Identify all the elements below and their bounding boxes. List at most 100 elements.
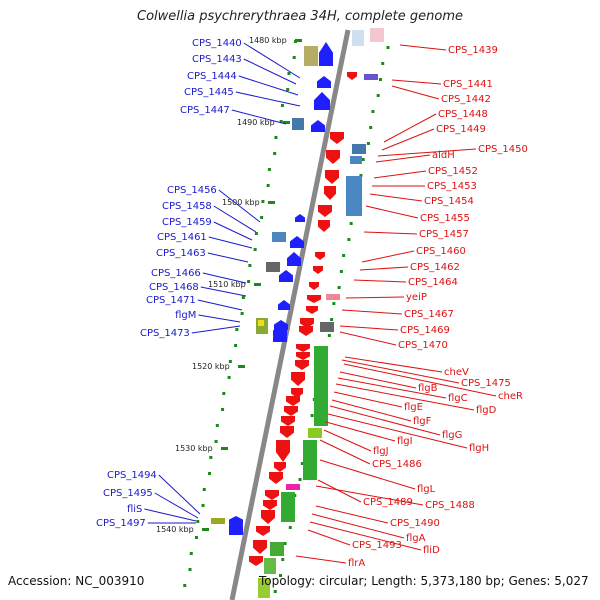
minus-strand-gene-arrow <box>263 500 277 510</box>
minor-tick-left <box>274 136 278 139</box>
minor-tick-left <box>214 440 218 443</box>
minus-strand-gene-arrow <box>299 326 313 336</box>
left-gene-label: flgM <box>175 310 196 321</box>
right-gene-label: flgL <box>417 484 436 495</box>
minor-tick-left <box>240 312 244 315</box>
plus-strand-gene-arrow <box>279 270 293 282</box>
minor-tick-left <box>280 104 284 107</box>
left-label-leader <box>158 474 201 515</box>
right-gene-label: CPS_1490 <box>390 518 440 529</box>
minus-strand-gene-arrow <box>284 406 298 416</box>
right-label-leader <box>309 521 422 551</box>
minor-tick-left <box>292 56 296 59</box>
right-label-leader <box>375 154 431 163</box>
right-label-leader <box>335 383 475 411</box>
minor-tick-right <box>283 542 287 545</box>
minor-tick-right <box>298 478 302 481</box>
minor-tick-left <box>286 88 290 91</box>
minus-strand-gene-arrow <box>295 360 309 370</box>
gene-block <box>350 156 362 164</box>
minor-tick-left <box>202 488 206 491</box>
right-gene-label: CPS_1455 <box>420 213 470 224</box>
minor-tick-right <box>337 286 341 289</box>
left-gene-label: CPS_1459 <box>162 217 212 228</box>
minor-tick-right <box>327 334 331 337</box>
gene-block <box>270 542 284 556</box>
right-gene-label: CPS_1454 <box>424 196 474 207</box>
right-gene-label: CPS_1489 <box>363 497 413 508</box>
left-label-leader <box>231 109 287 125</box>
kbp-tick-label: 1540 kbp <box>156 525 194 534</box>
right-gene-label: flgJ <box>373 446 389 457</box>
right-gene-label: CPS_1469 <box>400 325 450 336</box>
minor-tick-left <box>261 200 265 203</box>
minus-strand-gene-arrow <box>291 388 303 398</box>
left-gene-label: CPS_1440 <box>192 38 242 49</box>
right-label-leader <box>339 325 399 331</box>
left-gene-label: fliS <box>127 504 142 515</box>
minor-tick-right <box>361 158 365 161</box>
minor-tick-left <box>196 520 200 523</box>
minor-tick-left <box>201 504 205 507</box>
right-label-leader <box>315 505 389 524</box>
minor-tick-left <box>188 568 192 571</box>
minus-strand-gene-arrow <box>249 556 263 566</box>
minus-strand-gene-arrow <box>269 472 283 484</box>
minor-tick-left <box>248 264 252 267</box>
left-gene-label: CPS_1444 <box>187 71 237 82</box>
genome-info-text: Topology: circular; Length: 5,373,180 bp… <box>259 574 589 588</box>
minus-strand-gene-arrow <box>324 186 336 200</box>
right-label-leader <box>383 113 437 143</box>
right-gene-label: CPS_1475 <box>461 378 511 389</box>
right-gene-label: CPS_1442 <box>441 94 491 105</box>
minus-strand-gene-arrow <box>261 510 275 524</box>
right-gene-label: flgF <box>413 416 432 427</box>
right-label-leader <box>339 371 417 389</box>
right-gene-label: flgI <box>397 436 413 447</box>
right-label-leader <box>344 356 443 373</box>
gene-block <box>303 440 317 480</box>
right-label-leader <box>295 555 347 564</box>
left-gene-label: CPS_1447 <box>180 105 230 116</box>
minor-tick-left <box>253 248 257 251</box>
minor-tick-left <box>267 168 271 171</box>
right-gene-label: yeiP <box>406 292 427 303</box>
minor-tick-right <box>371 110 375 113</box>
left-gene-label: CPS_1466 <box>151 268 201 279</box>
gene-block <box>264 558 276 574</box>
right-gene-label: CPS_1457 <box>419 229 469 240</box>
minor-tick-left <box>234 344 238 347</box>
minor-tick-right <box>376 94 380 97</box>
minor-tick-left <box>208 472 212 475</box>
left-label-leader <box>207 252 249 263</box>
right-label-leader <box>333 391 403 408</box>
minor-tick-left <box>247 280 251 283</box>
left-label-leader <box>213 205 257 233</box>
plus-strand-gene-arrow <box>229 525 243 535</box>
minus-strand-gene-arrow <box>300 318 314 328</box>
minus-strand-gene-arrow <box>315 252 325 260</box>
minor-tick-right <box>342 254 346 257</box>
gene-block <box>292 118 304 130</box>
right-label-leader <box>359 266 409 271</box>
right-label-leader <box>345 296 405 299</box>
left-label-leader <box>218 189 261 223</box>
gene-block <box>314 346 328 426</box>
right-gene-label: cheV <box>444 367 469 378</box>
plus-strand-gene-arrow <box>319 42 333 66</box>
minus-strand-gene-arrow <box>281 416 295 426</box>
minor-tick-left <box>293 40 297 43</box>
left-label-leader <box>235 91 301 107</box>
gene-block <box>364 74 378 80</box>
right-gene-label: flgG <box>442 430 462 441</box>
right-label-leader <box>369 193 423 202</box>
right-label-leader <box>327 413 468 449</box>
right-label-leader <box>391 79 442 85</box>
minus-strand-gene-arrow <box>296 344 310 352</box>
left-label-leader <box>243 42 301 79</box>
left-gene-label: CPS_1443 <box>192 54 242 65</box>
right-label-leader <box>353 279 407 283</box>
minor-tick-left <box>209 456 213 459</box>
left-gene-label: CPS_1456 <box>167 185 217 196</box>
